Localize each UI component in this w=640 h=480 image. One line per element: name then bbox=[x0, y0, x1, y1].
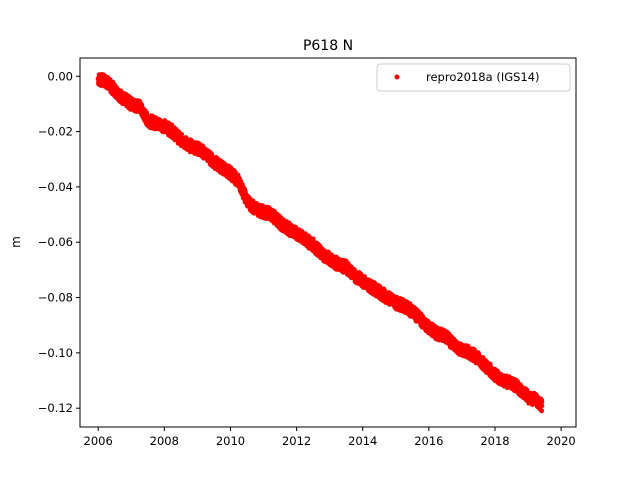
data-point bbox=[471, 347, 477, 353]
y-tick-label: −0.04 bbox=[38, 180, 73, 194]
data-point bbox=[539, 408, 545, 414]
data-point bbox=[539, 399, 545, 405]
legend-box bbox=[376, 63, 571, 92]
y-tick-label: −0.08 bbox=[38, 291, 73, 305]
x-tick-label: 2020 bbox=[546, 434, 575, 448]
data-point bbox=[139, 102, 145, 108]
x-axis: 2006 2008 2010 2012 2014 2016 2018 2020 bbox=[84, 427, 576, 448]
x-tick-label: 2016 bbox=[414, 434, 443, 448]
legend: repro2018a (IGS14) bbox=[376, 63, 571, 92]
y-axis: 0.00 −0.02 −0.04 −0.06 −0.08 −0.10 −0.12 bbox=[38, 69, 80, 415]
x-tick-label: 2010 bbox=[216, 434, 245, 448]
x-tick-label: 2014 bbox=[348, 434, 377, 448]
x-tick-label: 2012 bbox=[282, 434, 311, 448]
data-point bbox=[179, 131, 185, 137]
legend-marker-dot bbox=[394, 74, 400, 80]
data-point bbox=[539, 403, 545, 409]
x-tick-label: 2008 bbox=[150, 434, 179, 448]
x-tick-label: 2018 bbox=[480, 434, 509, 448]
axes-frame bbox=[79, 57, 577, 428]
y-tick-label: −0.02 bbox=[38, 125, 73, 139]
y-axis-label: m bbox=[9, 236, 23, 248]
y-tick-label: −0.12 bbox=[38, 401, 73, 415]
data-series-repro2018a bbox=[95, 71, 545, 414]
x-tick-label: 2006 bbox=[84, 434, 113, 448]
chart-title: P618 N bbox=[303, 38, 353, 54]
legend-label: repro2018a (IGS14) bbox=[426, 70, 540, 84]
y-tick-label: −0.06 bbox=[38, 235, 73, 249]
y-tick-label: 0.00 bbox=[47, 69, 73, 83]
y-tick-label: −0.10 bbox=[38, 346, 73, 360]
